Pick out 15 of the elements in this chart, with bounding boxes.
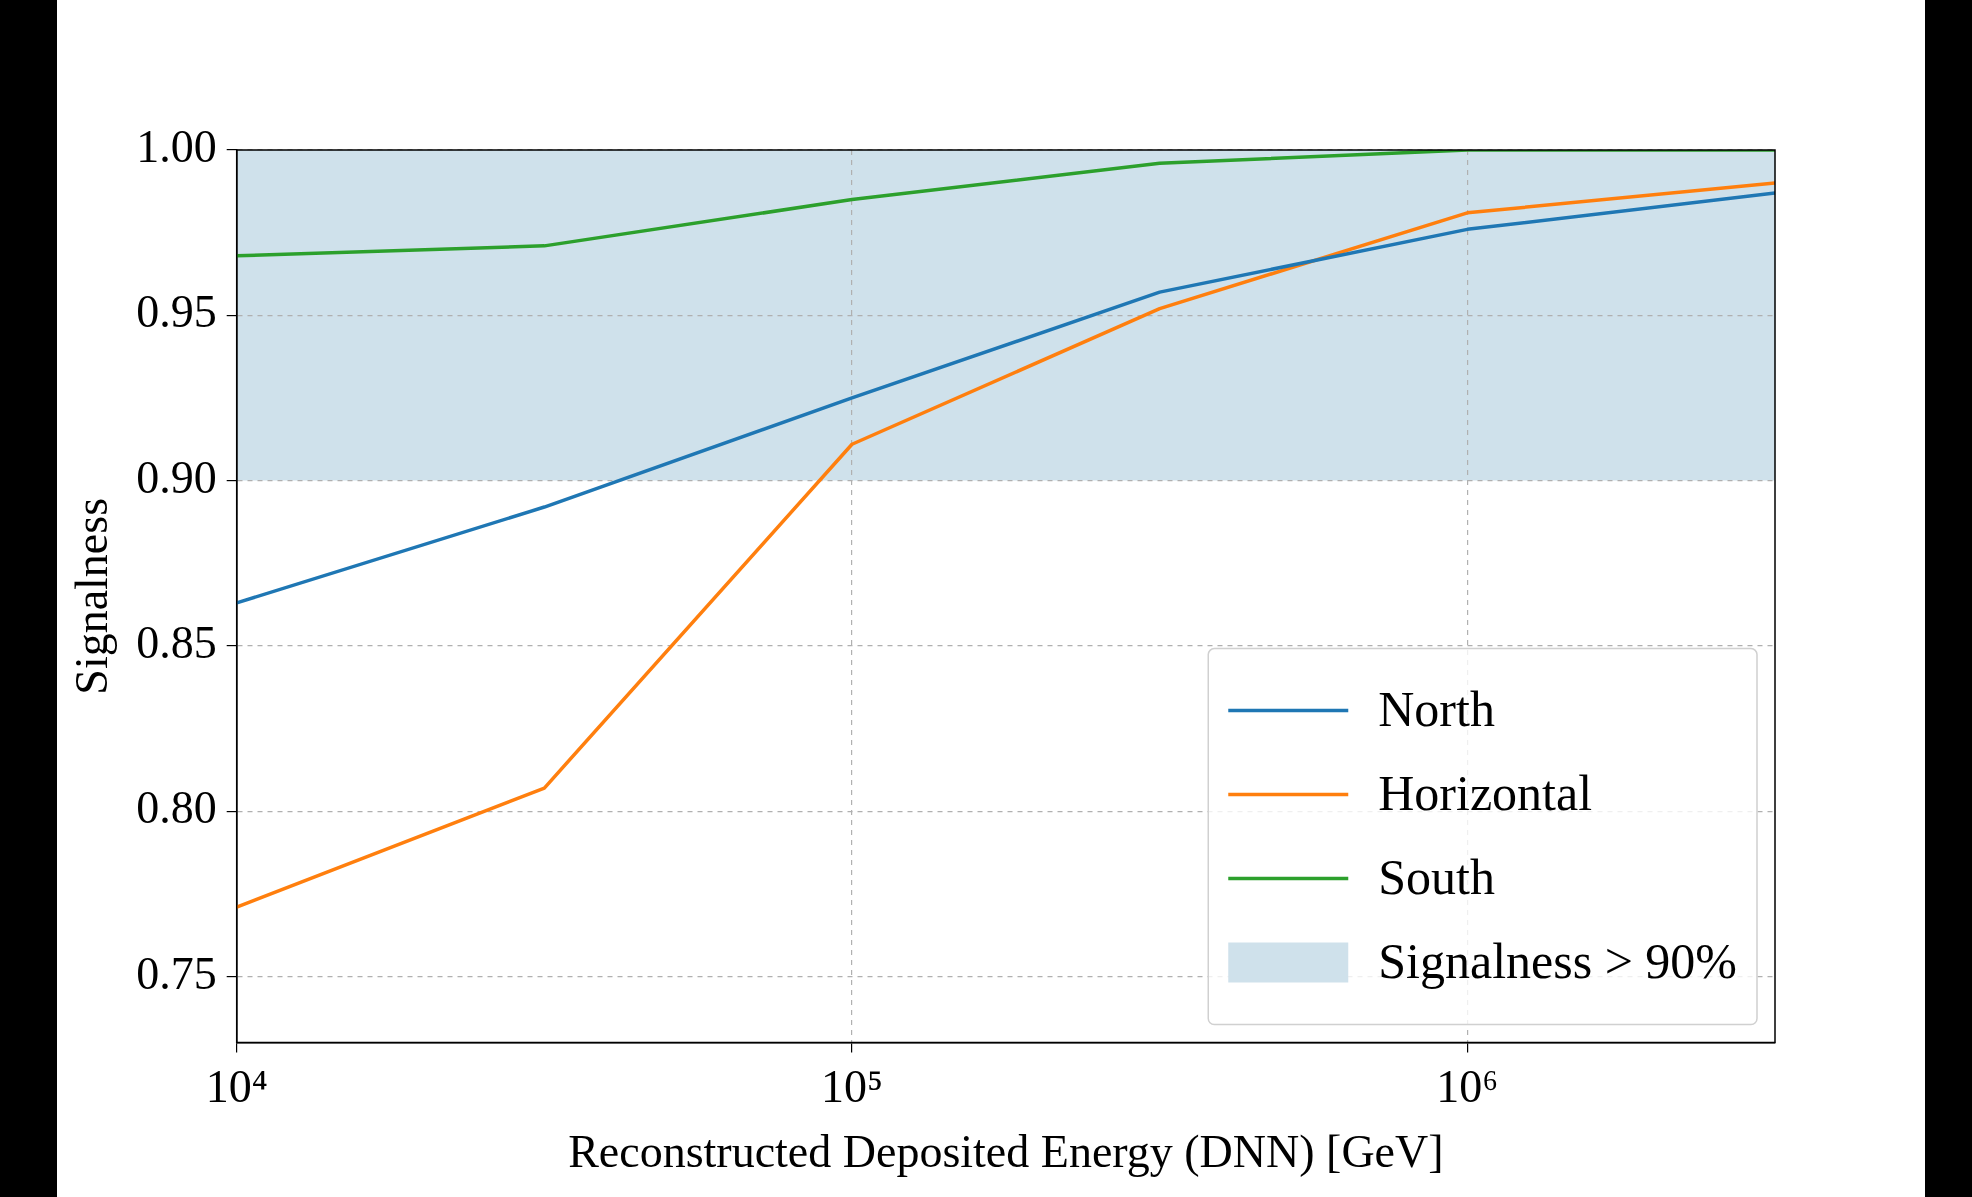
y-tick-label: 0.85 — [136, 616, 217, 668]
y-tick-label: 0.95 — [136, 286, 217, 338]
legend-label: Horizontal — [1378, 764, 1593, 821]
y-tick-label: 0.90 — [136, 451, 217, 503]
y-tick-label: 0.80 — [136, 782, 217, 834]
legend-label: North — [1378, 680, 1495, 737]
legend-label: Signalness > 90% — [1378, 932, 1738, 989]
y-axis-title: Signalness — [65, 497, 117, 695]
legend-label: South — [1378, 848, 1495, 905]
x-tick-label: 10⁶ — [1436, 1061, 1499, 1113]
x-axis-title: Reconstructed Deposited Energy (DNN) [GeV] — [568, 1126, 1444, 1178]
y-tick-label: 1.00 — [136, 121, 217, 173]
x-tick-label: 10⁴ — [205, 1061, 268, 1113]
y-tick-label: 0.75 — [136, 947, 217, 999]
x-tick-label: 10⁵ — [821, 1061, 884, 1113]
